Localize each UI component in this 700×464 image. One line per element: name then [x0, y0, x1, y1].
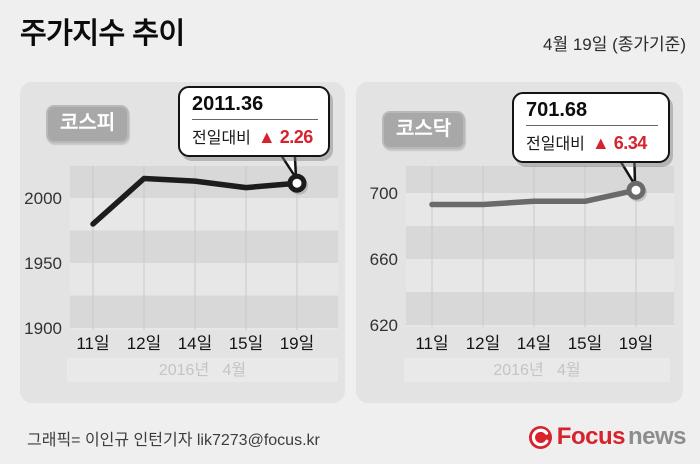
kosdaq-close-value: 701.68 — [526, 99, 588, 121]
svg-text:19일: 19일 — [280, 334, 315, 353]
callout-divider — [526, 125, 658, 126]
kosdaq-badge: 코스닥 — [382, 111, 466, 149]
kospi-callout: 2011.36 전일대비 ▲ 2.26 — [178, 86, 330, 157]
svg-text:19일: 19일 — [619, 334, 654, 353]
kosdaq-line-chart: 700 660 620 11일 12일 14일 15일 19일 2016년 4월 — [370, 142, 674, 382]
logo-word-focus: Focus — [556, 423, 626, 450]
svg-text:11일: 11일 — [76, 334, 109, 353]
kosdaq-panel: 700 660 620 11일 12일 14일 15일 19일 2016년 4월 코스닥 701… — [356, 82, 683, 403]
delta-value-up-icon: ▲ 2.26 — [257, 127, 313, 147]
delta-label: 전일대비 — [192, 130, 251, 147]
credit-line: 그래픽= 이인규 인턴기자 lik7273@focus.kr — [27, 432, 320, 449]
focus-news-logo: Focus news — [528, 423, 687, 451]
svg-text:15일: 15일 — [568, 334, 603, 353]
kosdaq-callout: 701.68 전일대비 ▲ 6.34 — [512, 92, 670, 163]
series-line — [429, 187, 639, 208]
delta-label: 전일대비 — [526, 136, 585, 153]
callout-divider — [192, 119, 318, 120]
kosdaq-delta-row: 전일대비 ▲ 6.34 — [514, 126, 668, 161]
kospi-panel: 2000 1950 1900 11일 12일 14일 15일 19일 2016년 4월 코스피 … — [20, 82, 345, 403]
page-title: 주가지수 추이 — [20, 18, 185, 50]
svg-text:660: 660 — [370, 250, 398, 269]
kospi-delta-row: 전일대비 ▲ 2.26 — [180, 120, 328, 155]
kospi-badge: 코스피 — [46, 105, 130, 143]
focus-swirl-icon — [528, 425, 552, 449]
svg-text:15일: 15일 — [229, 334, 264, 353]
svg-text:700: 700 — [370, 184, 398, 203]
svg-text:11일: 11일 — [415, 334, 448, 353]
svg-text:12일: 12일 — [127, 334, 162, 353]
svg-text:12일: 12일 — [466, 334, 501, 353]
svg-text:2016년 4월: 2016년 4월 — [493, 361, 580, 379]
svg-text:620: 620 — [370, 316, 398, 335]
last-point-marker — [626, 180, 646, 200]
svg-text:2016년 4월: 2016년 4월 — [159, 361, 246, 379]
delta-value-up-icon: ▲ 6.34 — [591, 133, 647, 153]
svg-text:14일: 14일 — [178, 334, 213, 353]
last-point-marker — [287, 173, 307, 193]
date-note: 4월 19일 (종가기준) — [543, 35, 686, 54]
kospi-close-value: 2011.36 — [192, 93, 264, 115]
kospi-line-chart: 2000 1950 1900 11일 12일 14일 15일 19일 2016년 4월 — [24, 136, 338, 382]
svg-text:14일: 14일 — [517, 334, 552, 353]
logo-word-news: news — [627, 423, 687, 450]
series-line — [90, 175, 300, 227]
svg-text:1900: 1900 — [24, 319, 62, 338]
svg-text:1950: 1950 — [24, 254, 62, 273]
svg-text:2000: 2000 — [24, 189, 62, 208]
